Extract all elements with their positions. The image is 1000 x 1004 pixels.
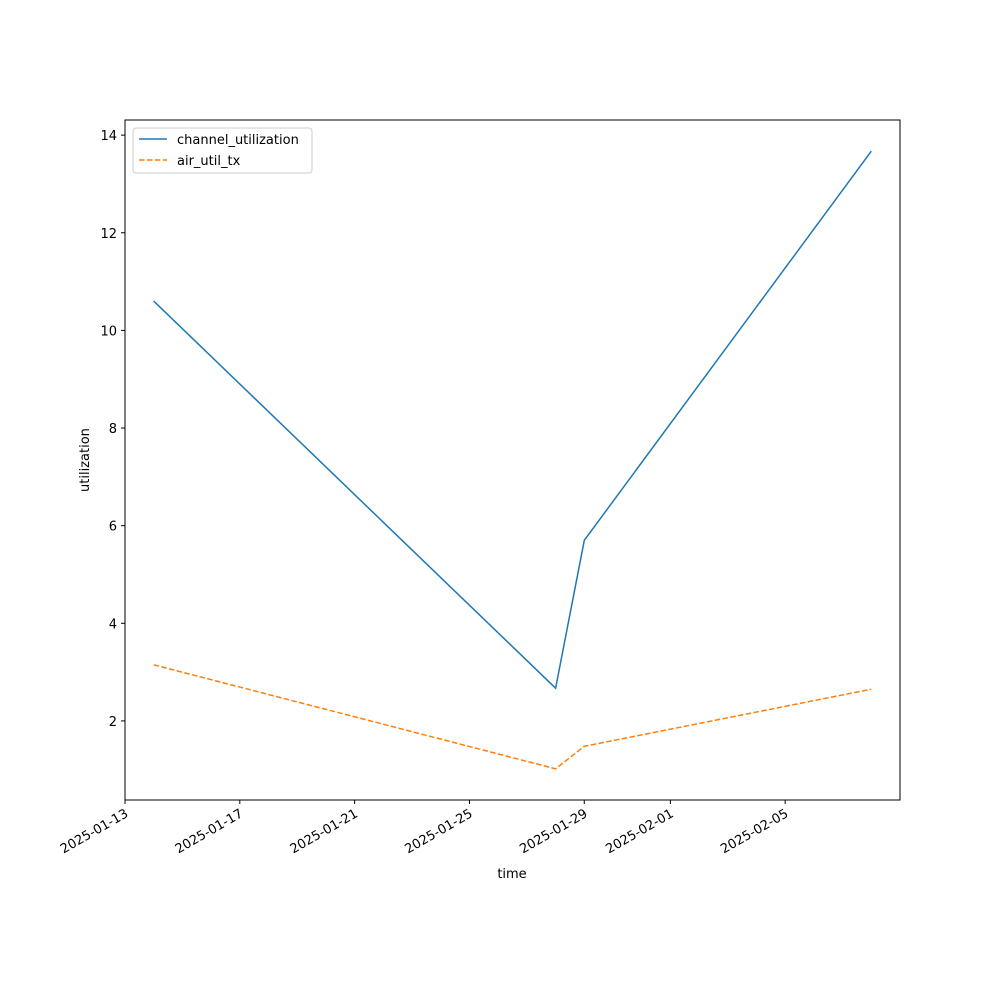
x-tick-label: 2025-02-05 — [718, 806, 791, 857]
y-tick-label: 14 — [100, 129, 117, 144]
x-tick-label: 2025-01-25 — [403, 806, 476, 857]
x-tick-label: 2025-01-21 — [288, 806, 361, 857]
x-axis-label: time — [497, 867, 526, 882]
legend-label: channel_utilization — [177, 133, 299, 148]
y-tick-label: 4 — [109, 617, 117, 632]
y-tick-label: 6 — [109, 520, 117, 535]
y-axis-label: utilization — [78, 428, 93, 492]
x-tick-label: 2025-01-17 — [173, 806, 246, 857]
x-tick-label: 2025-02-01 — [603, 806, 676, 857]
x-tick-label: 2025-01-13 — [58, 806, 131, 857]
y-tick-label: 10 — [100, 324, 117, 339]
legend-label: air_util_tx — [177, 154, 241, 169]
y-tick-label: 2 — [109, 715, 117, 730]
plot-frame — [124, 119, 901, 801]
y-tick-label: 8 — [109, 422, 117, 437]
y-tick-label: 12 — [100, 227, 117, 242]
x-tick-label: 2025-01-29 — [517, 806, 590, 857]
line-series — [153, 664, 872, 770]
line-series — [153, 150, 872, 690]
legend-box — [132, 127, 313, 174]
